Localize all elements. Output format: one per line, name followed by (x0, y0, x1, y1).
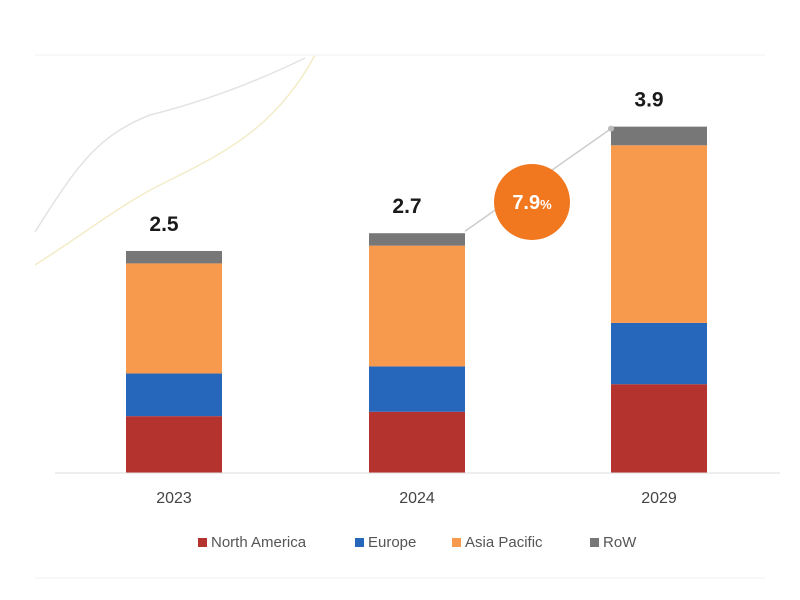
bar-row-2023 (126, 250, 222, 264)
bar-asia-pacific-2024 (369, 245, 465, 367)
legend-swatch-asia-pacific (452, 538, 461, 547)
bars-group (126, 126, 707, 473)
cagr-label: 7.9% (512, 192, 552, 214)
bar-north-america-2023 (126, 416, 222, 473)
total-label-2024: 2.7 (392, 195, 421, 218)
bar-north-america-2024 (369, 411, 465, 473)
total-label-2029: 3.9 (634, 89, 663, 112)
bar-asia-pacific-2023 (126, 263, 222, 374)
bar-europe-2029 (611, 322, 707, 385)
legend-label-north-america: North America (211, 534, 307, 551)
bar-asia-pacific-2029 (611, 145, 707, 323)
bar-europe-2023 (126, 373, 222, 417)
legend-label-asia-pacific: Asia Pacific (465, 534, 543, 551)
cagr-badge: 7.9% (494, 164, 570, 240)
x-tick-labels-group: 2023 2024 2029 (156, 490, 677, 507)
bar-row-2029 (611, 126, 707, 146)
cagr-connector-dot (608, 125, 614, 132)
bar-europe-2024 (369, 366, 465, 412)
cagr-unit: % (540, 197, 552, 212)
legend-label-europe: Europe (368, 534, 416, 551)
legend-swatch-row (590, 538, 599, 547)
x-tick-label-2024: 2024 (399, 490, 435, 507)
legend-swatch-europe (355, 538, 364, 547)
legend-label-row: RoW (603, 534, 637, 551)
decorative-curve-yellow (34, 54, 316, 266)
legend: North America Europe Asia Pacific RoW (198, 534, 637, 551)
cagr-bubble (494, 164, 570, 240)
bar-row-2024 (369, 233, 465, 246)
legend-swatch-north-america (198, 538, 207, 547)
decorative-curve-gray (34, 57, 306, 233)
total-label-2023: 2.5 (149, 213, 179, 236)
total-labels-group: 2.5 2.7 3.9 (149, 89, 663, 236)
x-tick-label-2023: 2023 (156, 490, 192, 507)
bar-north-america-2029 (611, 384, 707, 473)
x-tick-label-2029: 2029 (641, 490, 677, 507)
cagr-value: 7.9 (512, 192, 540, 214)
